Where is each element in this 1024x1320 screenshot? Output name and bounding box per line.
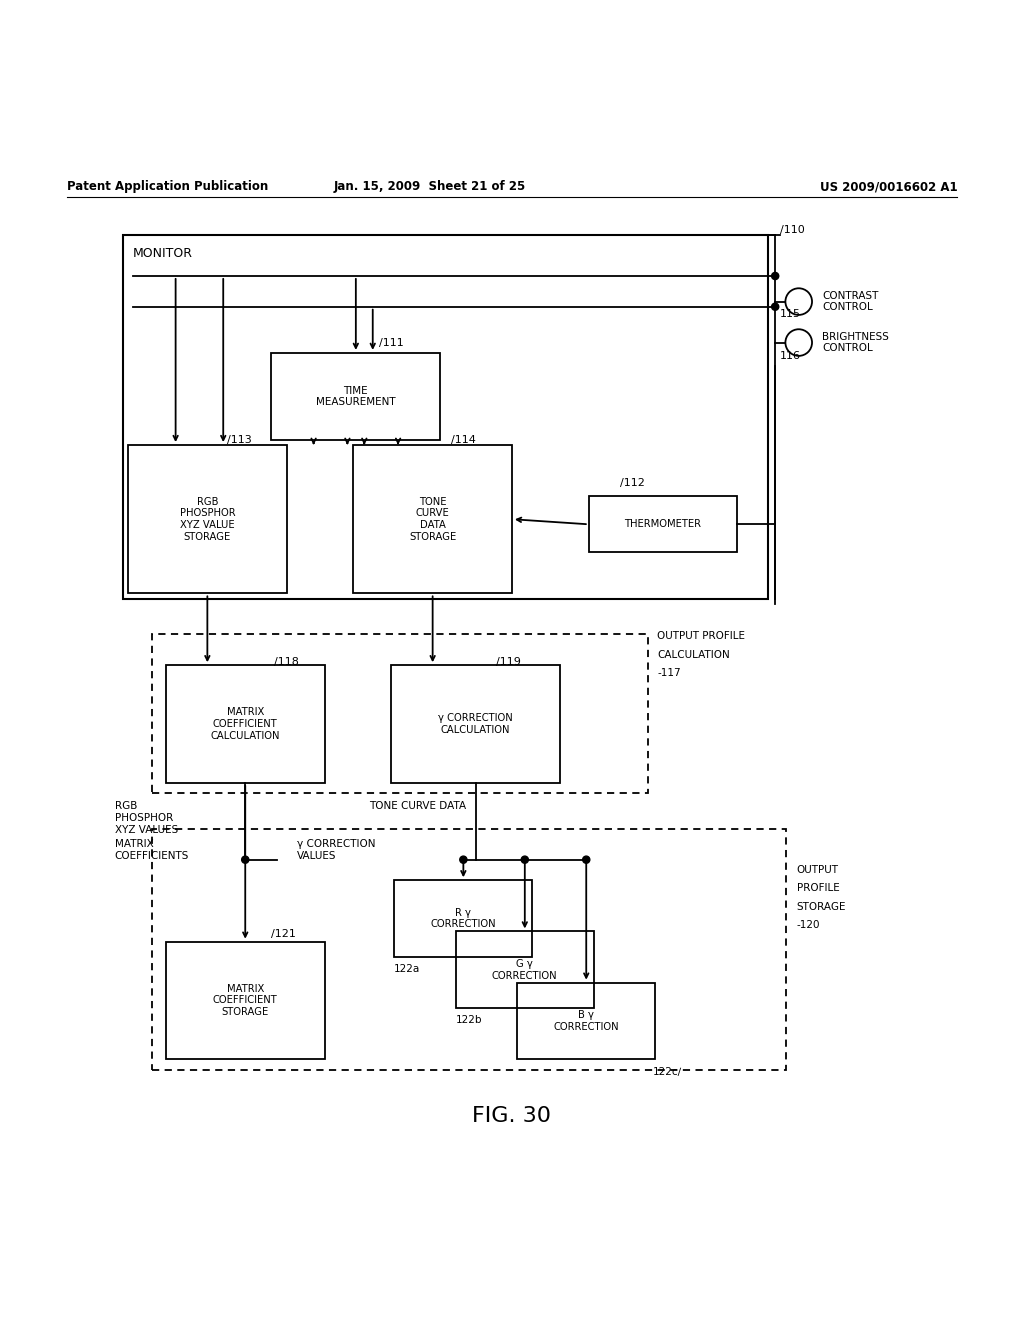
Text: OUTPUT PROFILE: OUTPUT PROFILE — [657, 631, 745, 642]
Text: STORAGE: STORAGE — [797, 902, 846, 912]
Text: US 2009/0016602 A1: US 2009/0016602 A1 — [820, 181, 957, 194]
Circle shape — [772, 272, 778, 280]
Text: BRIGHTNESS
CONTROL: BRIGHTNESS CONTROL — [822, 331, 889, 354]
Text: MATRIX
COEFFICIENT
STORAGE: MATRIX COEFFICIENT STORAGE — [213, 983, 278, 1018]
Text: B γ
CORRECTION: B γ CORRECTION — [553, 1010, 620, 1032]
Text: -117: -117 — [657, 668, 681, 678]
Text: /118: /118 — [274, 657, 299, 667]
Text: 122b: 122b — [456, 1015, 482, 1026]
Bar — [271, 352, 440, 440]
Text: γ CORRECTION
VALUES: γ CORRECTION VALUES — [297, 840, 376, 861]
Text: /114: /114 — [451, 434, 475, 445]
Bar — [123, 235, 768, 598]
Text: 122a: 122a — [394, 964, 421, 974]
Bar — [166, 665, 325, 783]
Text: /110: /110 — [780, 224, 805, 235]
Circle shape — [521, 857, 528, 863]
Bar — [128, 445, 287, 594]
Circle shape — [242, 857, 249, 863]
Bar — [394, 880, 532, 957]
Text: MATRIX
COEFFICIENT
CALCULATION: MATRIX COEFFICIENT CALCULATION — [211, 708, 280, 741]
Text: MONITOR: MONITOR — [133, 247, 194, 260]
Text: RGB
PHOSPHOR
XYZ VALUE
STORAGE: RGB PHOSPHOR XYZ VALUE STORAGE — [179, 496, 236, 541]
Circle shape — [583, 857, 590, 863]
Text: Jan. 15, 2009  Sheet 21 of 25: Jan. 15, 2009 Sheet 21 of 25 — [334, 181, 526, 194]
Bar — [152, 829, 786, 1069]
Bar — [456, 932, 594, 1008]
Text: Patent Application Publication: Patent Application Publication — [67, 181, 268, 194]
Text: /113: /113 — [227, 434, 252, 445]
Text: CALCULATION: CALCULATION — [657, 649, 730, 660]
Text: -120: -120 — [797, 920, 820, 931]
Text: OUTPUT: OUTPUT — [797, 865, 839, 875]
Text: /111: /111 — [379, 338, 403, 347]
Bar — [517, 982, 655, 1060]
Text: CONTRAST
CONTROL: CONTRAST CONTROL — [822, 290, 879, 313]
Bar — [152, 635, 648, 793]
Text: R γ
CORRECTION: R γ CORRECTION — [430, 908, 497, 929]
Text: THERMOMETER: THERMOMETER — [625, 519, 701, 529]
Text: 116: 116 — [780, 351, 802, 360]
Text: TONE
CURVE
DATA
STORAGE: TONE CURVE DATA STORAGE — [409, 496, 457, 541]
Bar — [391, 665, 560, 783]
Text: RGB
PHOSPHOR
XYZ VALUES: RGB PHOSPHOR XYZ VALUES — [115, 801, 178, 834]
Text: MATRIX
COEFFICIENTS: MATRIX COEFFICIENTS — [115, 840, 189, 861]
Circle shape — [772, 304, 778, 310]
Text: /119: /119 — [496, 657, 520, 667]
Bar — [166, 941, 325, 1060]
Text: 115: 115 — [780, 309, 802, 319]
Bar — [353, 445, 512, 594]
Text: PROFILE: PROFILE — [797, 883, 840, 894]
Text: TONE CURVE DATA: TONE CURVE DATA — [369, 801, 466, 812]
Text: FIG. 30: FIG. 30 — [472, 1106, 552, 1126]
Text: γ CORRECTION
CALCULATION: γ CORRECTION CALCULATION — [438, 713, 513, 735]
Text: G γ
CORRECTION: G γ CORRECTION — [492, 958, 558, 981]
Text: 122c∕: 122c∕ — [653, 1067, 682, 1077]
Text: TIME
MEASUREMENT: TIME MEASUREMENT — [316, 385, 395, 407]
Circle shape — [460, 857, 467, 863]
Text: /121: /121 — [271, 929, 296, 940]
Text: /112: /112 — [620, 478, 644, 488]
Bar — [589, 496, 737, 553]
